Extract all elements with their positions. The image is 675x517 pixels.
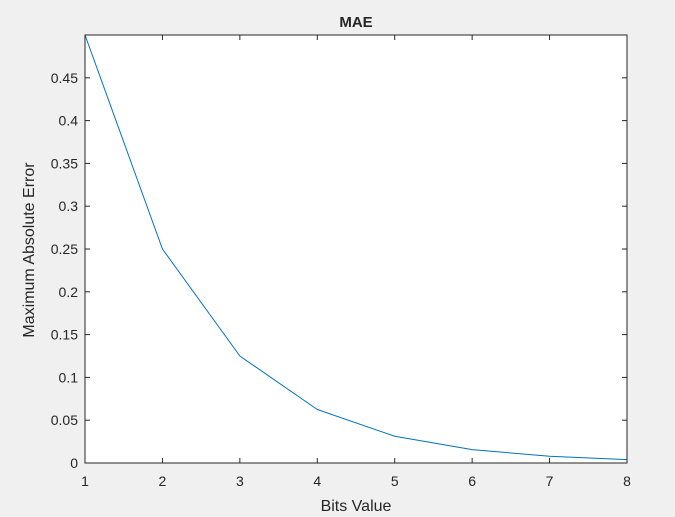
x-axis-label: Bits Value bbox=[321, 498, 392, 515]
y-tick-label: 0.35 bbox=[51, 155, 78, 171]
y-tick-label: 0.05 bbox=[51, 412, 78, 428]
x-tick-label: 6 bbox=[468, 473, 476, 489]
x-tick-label: 2 bbox=[159, 473, 167, 489]
x-tick-label: 3 bbox=[236, 473, 244, 489]
y-tick-label: 0.15 bbox=[51, 327, 78, 343]
x-tick-label: 4 bbox=[313, 473, 321, 489]
y-axis-label: Maximum Absolute Error bbox=[21, 162, 38, 338]
y-tick-label: 0.25 bbox=[51, 241, 78, 257]
axes-background bbox=[85, 35, 627, 463]
y-tick-label: 0.45 bbox=[51, 70, 78, 86]
y-tick-label: 0.1 bbox=[59, 369, 79, 385]
series-line bbox=[84, 34, 628, 461]
x-tick-label: 1 bbox=[81, 473, 89, 489]
x-tick-label: 8 bbox=[623, 473, 631, 489]
y-tick-labels: 0 0.05 0.1 0.15 0.2 0.25 0.3 0.35 0.4 0.45 bbox=[51, 70, 78, 471]
y-tick-label: 0 bbox=[70, 455, 78, 471]
axes-box bbox=[84, 34, 628, 464]
chart-title: MAE bbox=[339, 14, 372, 31]
y-tick-label: 0.4 bbox=[59, 113, 79, 129]
tick-marks bbox=[84, 35, 628, 464]
plot-area bbox=[84, 34, 628, 461]
x-tick-label: 7 bbox=[546, 473, 554, 489]
y-tick-label: 0.3 bbox=[59, 198, 79, 214]
x-tick-labels: 1 2 3 4 5 6 7 8 bbox=[81, 473, 631, 489]
x-tick-label: 5 bbox=[391, 473, 399, 489]
y-tick-label: 0.2 bbox=[59, 284, 79, 300]
